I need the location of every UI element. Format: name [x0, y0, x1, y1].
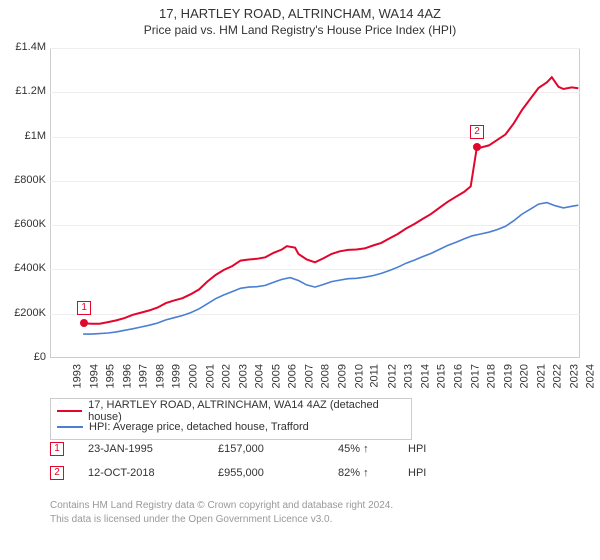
legend: 17, HARTLEY ROAD, ALTRINCHAM, WA14 4AZ (… — [50, 398, 412, 440]
sale-price: £955,000 — [218, 467, 338, 479]
chart-container: 17, HARTLEY ROAD, ALTRINCHAM, WA14 4AZ P… — [0, 0, 600, 560]
footer-line-1: Contains HM Land Registry data © Crown c… — [50, 500, 393, 511]
sale-date: 23-JAN-1995 — [88, 443, 218, 455]
footer-line-2: This data is licensed under the Open Gov… — [50, 514, 332, 525]
sale-pct: 82% ↑ — [338, 467, 408, 479]
legend-swatch — [57, 410, 82, 412]
sale-marker-1: 1 — [77, 301, 91, 315]
legend-label: HPI: Average price, detached house, Traf… — [89, 421, 309, 433]
sale-dot-2 — [473, 143, 481, 151]
sale-dot-1 — [80, 319, 88, 327]
sale-price: £157,000 — [218, 443, 338, 455]
sale-note: HPI — [408, 467, 448, 479]
sale-date: 12-OCT-2018 — [88, 467, 218, 479]
sale-row-1: 1 23-JAN-1995£157,00045% ↑HPI — [50, 442, 448, 456]
legend-swatch — [57, 426, 83, 428]
sale-badge: 1 — [50, 442, 64, 456]
legend-row-property: 17, HARTLEY ROAD, ALTRINCHAM, WA14 4AZ (… — [57, 403, 405, 419]
sale-row-2: 2 12-OCT-2018£955,00082% ↑HPI — [50, 466, 448, 480]
sale-note: HPI — [408, 443, 448, 455]
sale-marker-2: 2 — [470, 125, 484, 139]
series-hpi — [83, 203, 578, 335]
series-property — [84, 77, 578, 324]
legend-label: 17, HARTLEY ROAD, ALTRINCHAM, WA14 4AZ (… — [88, 399, 405, 423]
sale-pct: 45% ↑ — [338, 443, 408, 455]
sale-badge: 2 — [50, 466, 64, 480]
